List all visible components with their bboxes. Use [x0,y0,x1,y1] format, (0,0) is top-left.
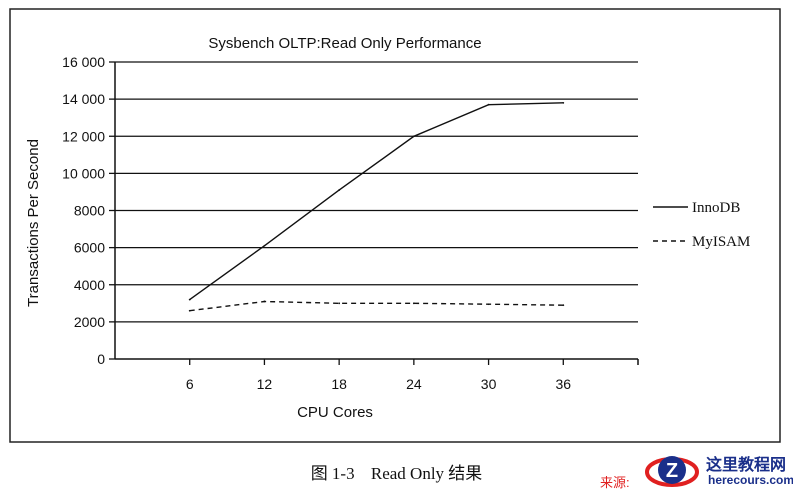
y-tick-label-7: 14 000 [62,91,105,107]
figure-caption-text: Read Only 结果 [370,464,483,483]
y-tick-label-2: 4000 [74,277,105,293]
y-tick-label-0: 0 [97,351,105,367]
data-point-innodb-0 [188,298,191,301]
figure-caption: 图 1-3 Read Only 结果 [0,459,793,484]
y-tick-label-1: 2000 [74,314,105,330]
watermark: 来源: Z 这里教程网 herecours.com [600,448,793,492]
series-line-innodb [189,102,564,301]
svg-text:Z: Z [666,460,678,482]
legend: InnoDB MyISAM [653,200,750,250]
x-tick-label-0: 6 [186,376,194,392]
x-tick-label-4: 30 [481,376,497,392]
legend-label-innodb: InnoDB [692,200,740,216]
x-tick-label-2: 18 [331,376,347,392]
series-lines [188,101,565,312]
x-tick-label-3: 24 [406,376,422,392]
data-point-myisam-5 [562,304,565,307]
y-tick-label-4: 8000 [74,203,105,219]
data-point-myisam-3 [412,302,415,305]
tick-labels: 0 2000 4000 6000 8000 10 000 12 000 14 000 16 00… [62,54,571,392]
figure-number: 图 1-3 [310,464,355,483]
y-tick-label-5: 10 000 [62,165,105,181]
data-point-innodb-4 [487,103,490,106]
y-tick-label-3: 6000 [74,240,105,256]
data-point-innodb-2 [338,189,341,191]
watermark-site-url: herecours.com [708,473,793,487]
x-axis-label: CPU Cores [297,404,373,421]
figure-frame [9,8,781,443]
data-point-innodb-3 [412,135,415,138]
data-point-myisam-0 [188,309,191,312]
site-logo-icon: Z [645,456,699,487]
data-point-myisam-2 [338,302,341,305]
chart-title: Sysbench OLTP:Read Only Performance [208,35,481,52]
axes [109,61,639,365]
y-axis-label: Transactions Per Second [25,139,42,307]
data-point-myisam-4 [487,303,490,306]
watermark-site-name: 这里教程网 [706,457,787,474]
watermark-source-label: 来源: [600,475,630,490]
data-point-myisam-1 [263,300,266,303]
legend-label-myisam: MyISAM [692,234,750,250]
data-point-innodb-1 [263,244,266,247]
y-tick-label-6: 12 000 [62,128,105,144]
data-point-innodb-5 [562,101,565,104]
y-tick-label-8: 16 000 [62,54,105,70]
gridlines [115,61,638,323]
x-tick-label-1: 12 [257,376,273,392]
x-tick-label-5: 36 [555,376,571,392]
